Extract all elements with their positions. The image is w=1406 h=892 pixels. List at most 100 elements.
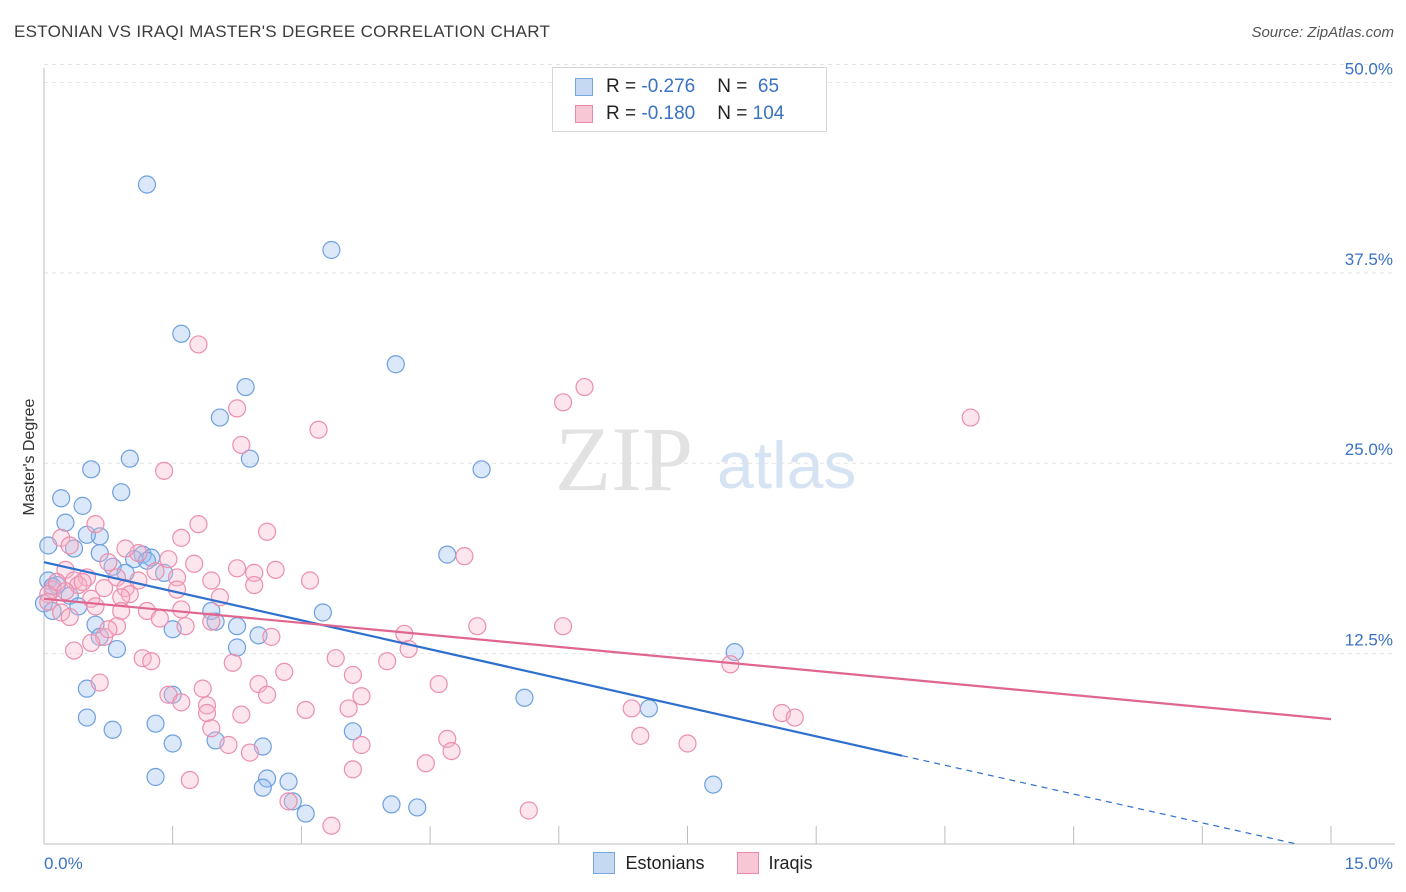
legend-r-value: -0.276	[641, 76, 696, 97]
point-iraqis	[429, 674, 448, 694]
point-iraqis	[326, 649, 345, 668]
point-iraqis	[257, 522, 277, 541]
point-iraqis	[468, 617, 487, 636]
point-estonians	[408, 798, 427, 817]
point-iraqis	[232, 435, 251, 455]
y-tick-label: 12.5%	[1345, 631, 1393, 650]
gridlines	[44, 63, 1395, 655]
point-iraqis	[240, 743, 260, 762]
point-iraqis	[279, 792, 298, 811]
point-iraqis	[275, 662, 294, 681]
trend-line-iraqis	[43, 597, 1332, 721]
point-iraqis	[86, 597, 105, 616]
legend-swatch-estonians	[593, 852, 616, 874]
legend-r-label: R =	[606, 103, 642, 124]
data-points	[34, 175, 980, 835]
point-estonians	[279, 772, 298, 791]
point-estonians	[206, 612, 225, 631]
point-iraqis	[189, 515, 208, 534]
point-iraqis	[553, 393, 573, 412]
point-iraqis	[352, 735, 371, 755]
y-tick-label: 50.0%	[1345, 59, 1393, 78]
point-iraqis	[197, 696, 217, 715]
point-iraqis	[202, 612, 221, 631]
point-iraqis	[343, 665, 362, 685]
point-iraqis	[99, 620, 118, 639]
point-iraqis	[172, 693, 191, 712]
point-estonians	[172, 324, 191, 343]
point-iraqis	[202, 571, 221, 590]
series-legend: Estonians Iraqis	[0, 852, 1406, 874]
point-estonians	[313, 603, 332, 622]
point-estonians	[253, 778, 272, 797]
point-estonians	[120, 449, 139, 468]
point-iraqis	[189, 335, 208, 354]
point-estonians	[296, 804, 315, 823]
point-iraqis	[343, 760, 362, 779]
point-estonians	[210, 408, 229, 427]
chart-title: ESTONIAN VS IRAQI MASTER'S DEGREE CORREL…	[14, 22, 551, 41]
point-iraqis	[309, 420, 328, 439]
point-iraqis	[146, 562, 165, 581]
point-iraqis	[553, 617, 573, 636]
x-tick-label-max: 15.0%	[1345, 854, 1393, 873]
legend-swatch-estonians	[575, 78, 593, 96]
point-iraqis	[99, 553, 118, 572]
point-estonians	[56, 513, 75, 532]
axes	[43, 68, 1395, 845]
point-iraqis	[172, 528, 191, 547]
point-iraqis	[227, 559, 247, 578]
point-iraqis	[257, 685, 277, 704]
point-iraqis	[785, 708, 804, 727]
point-estonians	[639, 699, 658, 718]
point-iraqis	[86, 515, 105, 534]
point-estonians	[283, 792, 302, 811]
point-iraqis	[167, 580, 187, 599]
legend-swatch-iraqis	[736, 852, 759, 874]
point-estonians	[52, 489, 71, 508]
point-iraqis	[142, 652, 161, 671]
legend-item-estonians[interactable]: Estonians	[593, 852, 705, 874]
point-estonians	[236, 377, 255, 397]
point-estonians	[227, 617, 247, 636]
legend-n-label: N =	[717, 76, 753, 97]
point-estonians	[322, 240, 341, 260]
legend-label-iraqis: Iraqis	[768, 852, 813, 873]
point-estonians	[137, 175, 157, 194]
point-estonians	[704, 775, 723, 794]
y-tick-label: 37.5%	[1345, 250, 1393, 269]
correlation-legend: R = -0.276 N = 65 R = -0.180 N = 104	[552, 67, 827, 132]
point-estonians	[382, 795, 401, 814]
point-iraqis	[575, 377, 594, 397]
point-iraqis	[64, 641, 84, 660]
point-iraqis	[180, 770, 199, 790]
legend-item-iraqis[interactable]: Iraqis	[736, 852, 813, 874]
legend-n-value: 65	[752, 76, 780, 97]
point-iraqis	[961, 408, 980, 427]
point-iraqis	[172, 600, 191, 619]
point-iraqis	[60, 536, 79, 555]
point-iraqis	[519, 801, 538, 820]
point-iraqis	[155, 461, 174, 480]
legend-n-value: 104	[752, 103, 785, 124]
point-iraqis	[442, 741, 461, 761]
watermark-zip: ZIP	[555, 408, 693, 510]
point-iraqis	[227, 399, 247, 418]
point-iraqis	[94, 579, 114, 598]
y-axis-label: Master's Degree	[21, 398, 38, 515]
point-iraqis	[193, 679, 212, 698]
watermark-atlas: atlas	[717, 428, 856, 502]
point-estonians	[386, 355, 405, 374]
point-iraqis	[296, 700, 315, 720]
point-estonians	[146, 767, 165, 787]
point-estonians	[515, 688, 534, 707]
point-iraqis	[90, 673, 109, 692]
point-iraqis	[39, 592, 58, 611]
point-iraqis	[352, 687, 371, 706]
point-iraqis	[245, 575, 264, 595]
legend-label-estonians: Estonians	[625, 852, 705, 873]
point-iraqis	[339, 699, 358, 718]
point-iraqis	[176, 617, 195, 636]
point-iraqis	[223, 653, 242, 672]
